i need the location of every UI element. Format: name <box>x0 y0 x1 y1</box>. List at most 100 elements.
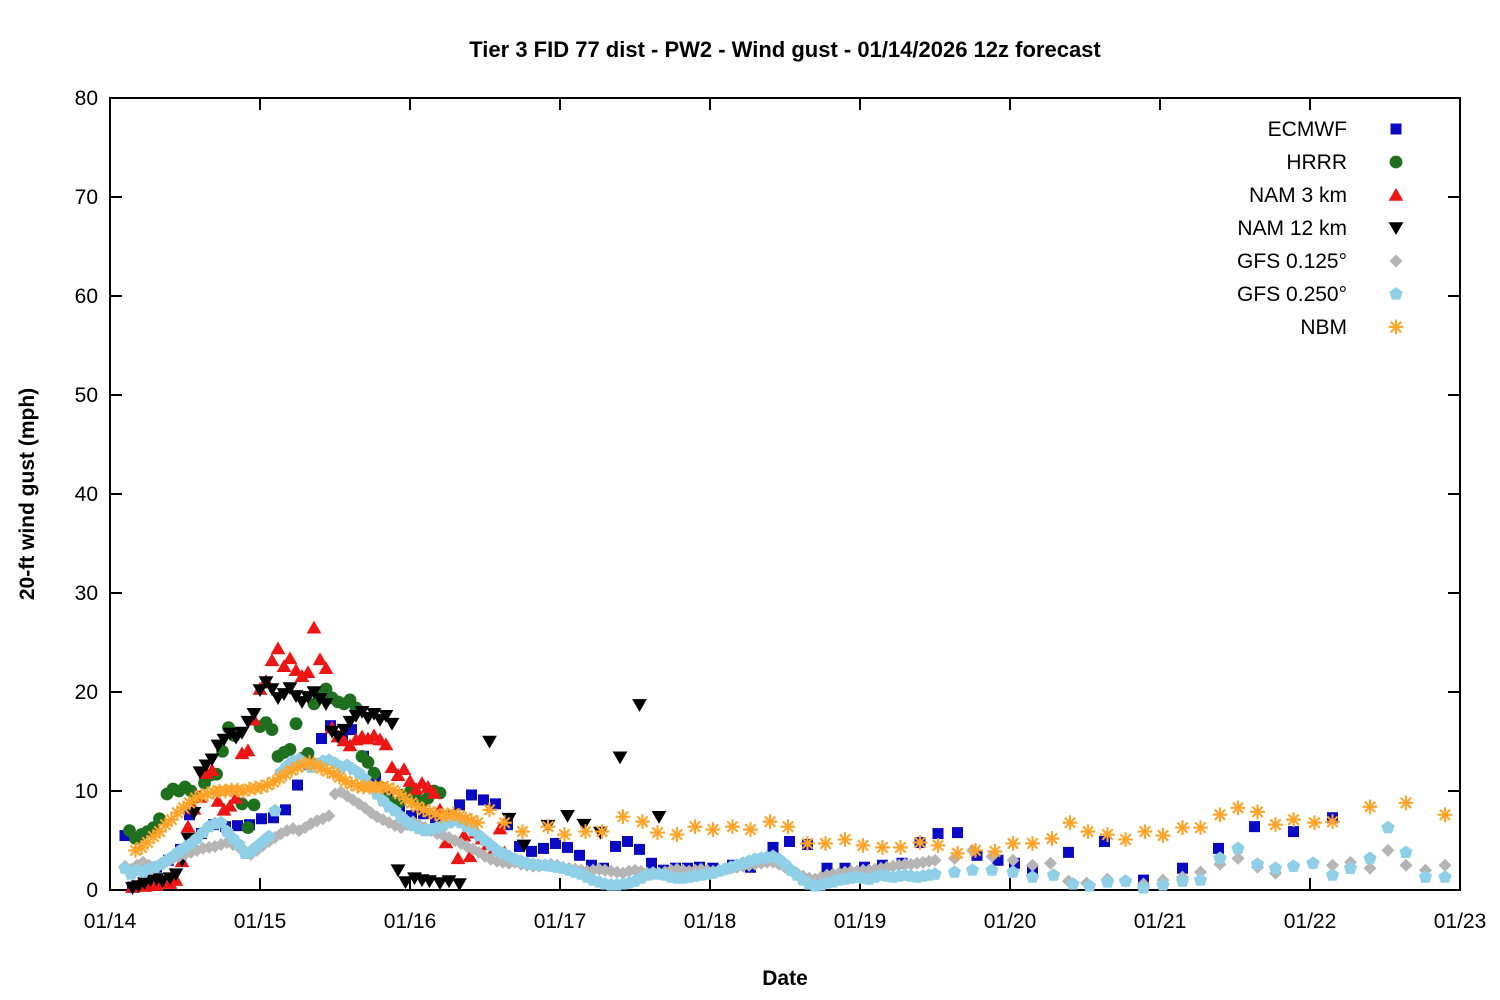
marker-nam-12km <box>222 727 238 741</box>
marker-nam-12km <box>384 717 400 731</box>
marker-ecmwf <box>466 789 477 801</box>
chart-title: Tier 3 FID 77 dist - PW2 - Wind gust - 0… <box>469 37 1101 62</box>
marker-nam-12km <box>398 876 413 890</box>
x-tick-label: 01/19 <box>834 910 887 933</box>
marker-gfs-0250 <box>1136 881 1151 894</box>
marker-nam-3km <box>204 763 220 777</box>
marker-ecmwf <box>562 841 573 853</box>
marker-nbm <box>987 843 1003 859</box>
marker-gfs-0250 <box>1381 820 1395 834</box>
y-tick-label: 0 <box>86 879 98 902</box>
marker-hrrr <box>241 821 255 835</box>
marker-nbm <box>176 800 191 816</box>
marker-ecmwf <box>1249 821 1260 833</box>
x-tick-label: 01/22 <box>1284 910 1337 933</box>
data-points-layer <box>118 620 1453 896</box>
marker-nam-12km <box>216 733 232 747</box>
marker-gfs-0125 <box>1363 861 1377 875</box>
marker-gfs-0250 <box>1268 861 1283 874</box>
marker-nam-3km <box>396 762 412 776</box>
marker-nbm <box>557 827 572 842</box>
marker-gfs-0250 <box>1100 875 1115 888</box>
marker-nam-3km <box>270 641 286 655</box>
marker-nbm <box>635 814 650 830</box>
marker-hrrr <box>367 766 381 780</box>
marker-nbm <box>615 809 631 825</box>
marker-nam-12km <box>198 759 214 773</box>
marker-nam-3km <box>180 819 196 833</box>
legend-label-nam-12km: NAM 12 km <box>1237 217 1347 240</box>
marker-nbm <box>818 836 833 851</box>
marker-nbm <box>1307 815 1322 831</box>
marker-nbm <box>780 819 796 835</box>
marker-nam-12km <box>306 686 322 699</box>
marker-gfs-0250 <box>1046 868 1061 881</box>
marker-nbm <box>1080 824 1096 839</box>
marker-nbm <box>404 795 419 811</box>
x-tick-label: 01/17 <box>534 910 587 933</box>
marker-gfs-0125 <box>1044 856 1057 870</box>
y-tick-label: 80 <box>75 87 98 110</box>
marker-nbm <box>650 825 665 840</box>
x-tick-label: 01/20 <box>984 910 1037 933</box>
marker-nbm <box>302 754 317 770</box>
marker-nbm <box>392 786 407 802</box>
legend-marker-ecmwf <box>1390 123 1402 135</box>
marker-nbm <box>669 827 685 842</box>
marker-gfs-0125 <box>928 853 942 867</box>
marker-ecmwf <box>610 840 621 852</box>
marker-ecmwf <box>1177 862 1188 874</box>
marker-ecmwf <box>992 854 1004 866</box>
marker-nam-3km <box>222 798 238 812</box>
marker-ecmwf <box>784 835 795 847</box>
legend-marker-gfs-0125 <box>1389 254 1403 268</box>
marker-nbm <box>152 824 167 839</box>
marker-nbm <box>1005 836 1021 851</box>
marker-nbm <box>1212 807 1228 823</box>
marker-nbm <box>182 795 197 811</box>
marker-nbm <box>326 765 341 781</box>
marker-gfs-0250 <box>1325 868 1340 881</box>
marker-nam-3km <box>288 663 304 677</box>
marker-nbm <box>930 838 946 853</box>
marker-gfs-0250 <box>965 863 980 876</box>
marker-ecmwf <box>1063 846 1074 858</box>
marker-nbm <box>422 804 437 820</box>
marker-nbm <box>1286 812 1301 828</box>
x-tick-label: 01/14 <box>84 910 137 933</box>
marker-ecmwf <box>478 794 489 806</box>
legend-marker-nbm <box>1388 319 1404 335</box>
marker-hrrr <box>265 723 279 737</box>
marker-nbm <box>515 824 530 839</box>
marker-nbm <box>134 840 149 855</box>
marker-nam-3km <box>216 802 232 816</box>
marker-gfs-0250 <box>1343 861 1358 874</box>
marker-nbm <box>497 815 512 831</box>
y-tick-label: 70 <box>75 186 98 209</box>
legend-marker-nam-12km <box>1388 222 1404 235</box>
marker-nam-12km <box>482 735 497 749</box>
marker-nam-12km <box>234 726 250 740</box>
marker-gfs-0250 <box>1175 874 1190 887</box>
marker-nam-12km <box>192 766 208 780</box>
marker-nbm <box>705 822 721 838</box>
marker-nam-12km <box>168 868 184 882</box>
marker-gfs-0250 <box>1118 874 1133 887</box>
marker-nam-3km <box>300 665 316 678</box>
marker-nbm <box>410 799 425 815</box>
marker-nam-3km <box>426 785 442 799</box>
y-axis-label: 20-ft wind gust (mph) <box>16 388 39 600</box>
marker-nbm <box>540 819 556 835</box>
legend-marker-gfs-0250 <box>1389 287 1403 300</box>
marker-nbm <box>458 811 473 827</box>
legend-marker-nam-3km <box>1388 188 1404 201</box>
marker-ecmwf <box>971 849 983 861</box>
x-axis-label: Date <box>762 967 808 990</box>
y-tick-label: 60 <box>75 285 98 308</box>
marker-nbm <box>1044 831 1060 846</box>
marker-ecmwf <box>1288 826 1299 838</box>
marker-ecmwf <box>634 843 645 855</box>
marker-nbm <box>320 763 335 779</box>
